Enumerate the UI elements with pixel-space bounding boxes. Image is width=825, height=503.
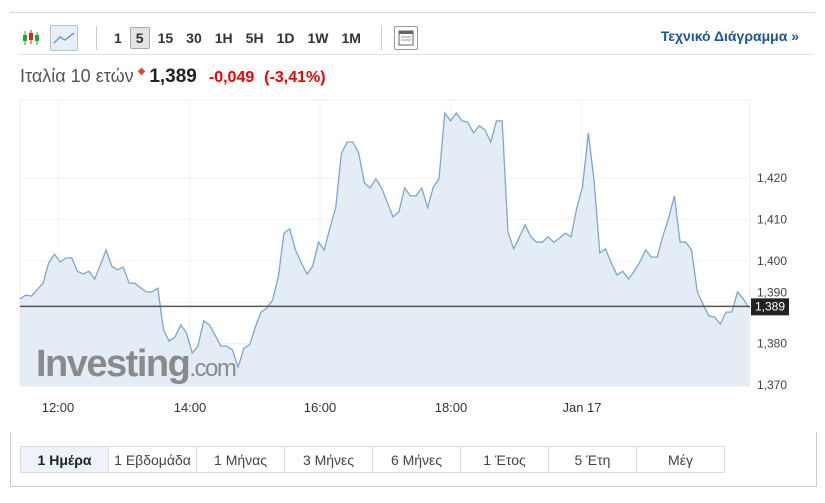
down-arrow-icon: ◆ [137, 66, 146, 77]
line-chart-icon[interactable] [50, 25, 78, 51]
period-6-months[interactable]: 6 Μήνες [373, 447, 461, 472]
x-tick-label: 14:00 [174, 400, 207, 415]
period-1-year[interactable]: 1 Έτος [461, 447, 549, 472]
timeframe-1h[interactable]: 1H [214, 30, 233, 46]
last-price-marker-label: 1,389 [755, 299, 785, 313]
period-1-week[interactable]: 1 Εβδομάδα [109, 447, 197, 472]
toolbar-separator [96, 26, 97, 50]
y-tick-label: 1,400 [757, 254, 787, 268]
timeframe-30[interactable]: 30 [186, 30, 202, 46]
last-price-marker [751, 298, 789, 316]
layout-icon[interactable] [393, 26, 418, 50]
period-frame [10, 432, 817, 487]
x-tick-label: 12:00 [42, 400, 75, 415]
period-1-month[interactable]: 1 Μήνας [197, 447, 285, 472]
period-1-day[interactable]: 1 Ημέρα [21, 447, 109, 472]
x-tick-label: 16:00 [304, 400, 337, 415]
price-change-percent: (-3,41%) [264, 69, 326, 86]
instrument-name: Ιταλία 10 ετών [20, 66, 134, 86]
period-max[interactable]: Μέγ [668, 451, 693, 468]
period-3-months[interactable]: 3 Μήνες [285, 447, 373, 472]
period-selector: 1 Ημέρα 1 Εβδομάδα 1 Μήνας 3 Μήνες 6 Μήν… [20, 446, 725, 473]
y-tick-label: 1,380 [757, 337, 787, 351]
price-area-fill [20, 113, 749, 386]
investing-logo: Investing.com [36, 343, 236, 385]
y-tick-label: 1,420 [757, 171, 787, 185]
y-tick-label: 1,390 [757, 285, 787, 299]
y-tick-label: 1,370 [757, 378, 787, 392]
chart-toolbar: 1 5 15 30 1H 5H 1D 1W 1M Τεχνικό Διάγραμ… [18, 22, 813, 55]
x-tick-label: Jan 17 [562, 400, 601, 415]
instrument-header: Ιταλία 10 ετών ◆ 1,389 -0,049 (-3,41%) [20, 66, 336, 88]
y-tick-label: 1,410 [757, 212, 787, 226]
timeframe-15[interactable]: 15 [157, 30, 174, 46]
timeframe-5h[interactable]: 5H [245, 30, 264, 46]
top-divider [10, 12, 815, 13]
candlestick-icon[interactable] [18, 26, 44, 50]
timeframe-1m[interactable]: 1M [341, 30, 361, 46]
timeframe-5[interactable]: 5 [129, 27, 150, 49]
period-5-years[interactable]: 5 Έτη [549, 447, 637, 472]
last-price: 1,389 [149, 66, 197, 87]
price-change: -0,049 [208, 69, 255, 86]
timeframe-1d[interactable]: 1D [276, 30, 295, 46]
toolbar-separator [380, 26, 382, 50]
price-line [19, 111, 750, 370]
price-chart[interactable]: Investing.com 1,370 1,380 1,390 1,400 1,410 1… [0, 0, 825, 430]
x-tick-label: 18:00 [435, 400, 468, 415]
timeframe-1w[interactable]: 1W [307, 30, 329, 46]
technical-chart-link[interactable]: Τεχνικό Διάγραμμα » [660, 28, 799, 44]
timeframe-1[interactable]: 1 [114, 30, 122, 46]
